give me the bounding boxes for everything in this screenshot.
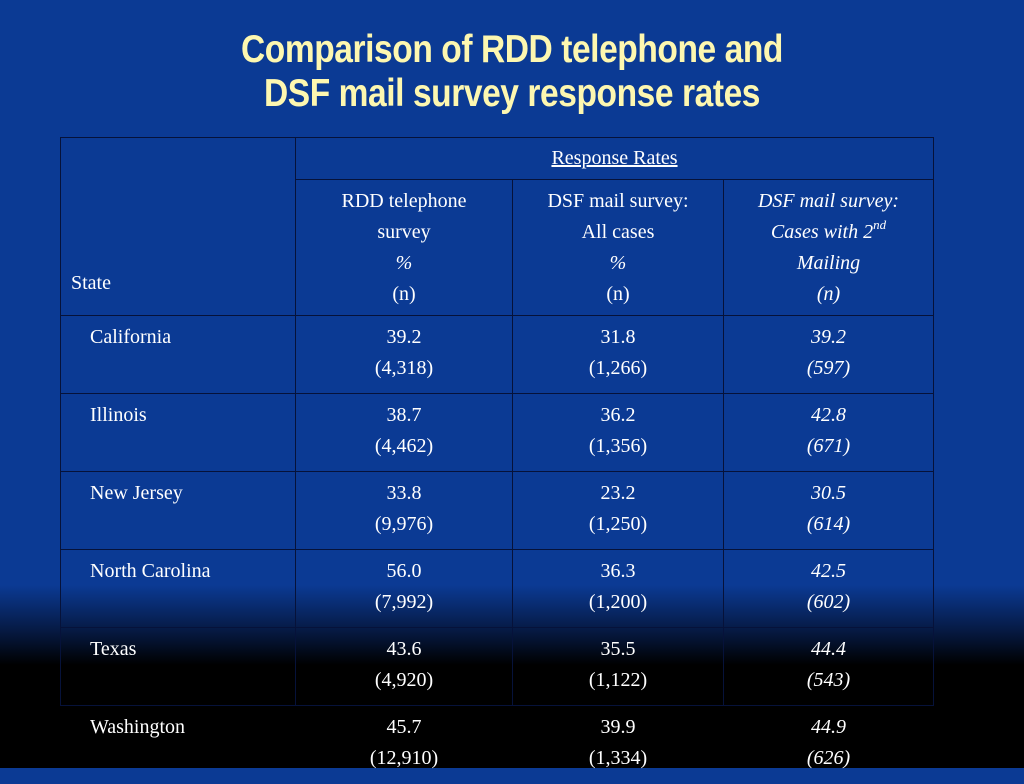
table-row: Washington 45.7 (12,910) 39.9 (1,334) 44.9…	[61, 706, 934, 784]
state-cell: California	[60, 315, 296, 394]
rdd-cell: 38.7 (4,462)	[295, 393, 513, 472]
state-cell: Illinois	[60, 393, 296, 472]
dsf-second-mailing-cell: 42.8 (671)	[723, 393, 934, 472]
dsf-second-mailing-cell: 30.5 (614)	[723, 471, 934, 550]
dsf-all-cell: 31.8 (1,266)	[512, 315, 724, 394]
slide-title-line-2: DSF mail survey response rates	[263, 72, 761, 115]
dsf-all-cell: 36.3 (1,200)	[512, 549, 724, 628]
dsf-second-mailing-cell: 44.9 (626)	[806, 716, 851, 769]
state-cell: North Carolina	[60, 549, 296, 628]
table-header-row: State Response Rates	[60, 137, 934, 316]
rdd-column-header: RDD telephone survey % (n)	[295, 179, 513, 316]
data-table: State Response Rates RDD telephone surve…	[60, 137, 934, 784]
state-cell: Washington	[90, 716, 186, 738]
dsf-all-cell: 23.2 (1,250)	[512, 471, 724, 550]
rdd-cell: 56.0 (7,992)	[295, 549, 513, 628]
state-cell: Texas	[60, 627, 296, 706]
response-rates-table: State Response Rates RDD telephone surve…	[60, 137, 934, 784]
rdd-cell: 33.8 (9,976)	[295, 471, 513, 550]
rdd-cell: 45.7 (12,910)	[369, 716, 439, 769]
state-cell: New Jersey	[60, 471, 296, 550]
table-row: Illinois 38.7 (4,462) 36.2 (1,356) 42.8 (67…	[60, 393, 934, 472]
table-row: North Carolina 56.0 (7,992) 36.3 (1,200) 4…	[60, 549, 934, 628]
dsf-all-column-header: DSF mail survey: All cases % (n)	[512, 179, 724, 316]
dsf-second-mailing-column-header: DSF mail survey: Cases with 2nd Mailing …	[723, 179, 934, 316]
state-column-header: State	[60, 137, 296, 316]
table-row: New Jersey 33.8 (9,976) 23.2 (1,250) 30.5(…	[60, 471, 934, 550]
rdd-cell: 43.6 (4,920)	[295, 627, 513, 706]
dsf-second-mailing-cell: 39.2 (597)	[723, 315, 934, 394]
slide-title: Comparison of RDD telephone and DSF mail…	[72, 28, 953, 116]
dsf-all-cell: 39.9 (1,334)	[588, 716, 648, 769]
rdd-cell: 39.2 (4,318)	[295, 315, 513, 394]
slide-title-line-1: Comparison of RDD telephone and	[241, 28, 783, 71]
dsf-all-cell: 36.2 (1,356)	[512, 393, 724, 472]
response-rates-group-header: Response Rates	[295, 137, 934, 180]
dsf-second-mailing-cell: 44.4 (543)	[723, 627, 934, 706]
table-row: California 39.2 (4,318) 31.8 (1,266) 39.2(…	[60, 315, 934, 394]
dsf-all-cell: 35.5 (1,122)	[512, 627, 724, 706]
dsf-second-mailing-cell: 42.5 (602)	[723, 549, 934, 628]
table-row: Texas 43.6 (4,920) 35.5 (1,122) 44.4 (543)	[60, 627, 934, 706]
response-rates-label: Response Rates	[551, 147, 678, 169]
